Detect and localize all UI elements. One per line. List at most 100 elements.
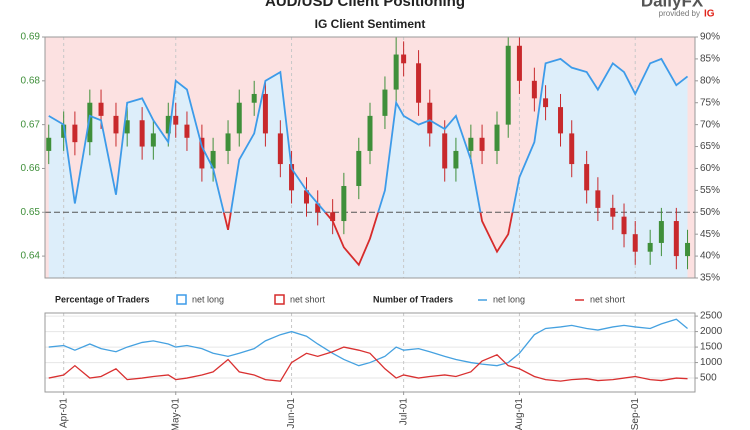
trader-line <box>48 346 688 382</box>
candle-body <box>621 216 627 235</box>
y2-tick-label: 75% <box>700 97 720 108</box>
candle-body <box>401 54 407 64</box>
subtitle: IG Client Sentiment <box>315 17 426 31</box>
legend-title: Percentage of Traders <box>55 294 150 304</box>
y-tick-label: 2000 <box>700 326 723 337</box>
y-tick-label: 0.68 <box>21 75 41 86</box>
y2-tick-label: 60% <box>700 163 720 174</box>
candle-body <box>330 212 336 222</box>
candle-body <box>494 124 500 151</box>
candle-body <box>165 115 171 134</box>
candle-body <box>584 164 590 191</box>
candle-body <box>531 80 537 99</box>
y-tick-label: 1000 <box>700 357 723 368</box>
y2-tick-label: 55% <box>700 185 720 196</box>
candle-body <box>367 115 373 151</box>
candle-body <box>289 164 295 191</box>
candle-body <box>303 190 309 204</box>
y-tick-label: 0.64 <box>21 251 41 262</box>
y2-tick-label: 80% <box>700 75 720 86</box>
candle-body <box>124 120 130 134</box>
candle-body <box>139 120 145 147</box>
candle-body <box>61 124 67 138</box>
candle-body <box>416 63 422 103</box>
candle-body <box>442 133 448 169</box>
candle-body <box>543 98 549 108</box>
title: AUD/USD Client Positioning <box>265 0 465 10</box>
candle-body <box>277 133 283 165</box>
candle-body <box>393 54 399 90</box>
candle-body <box>199 137 205 169</box>
y2-tick-label: 70% <box>700 119 720 130</box>
plot-frame <box>44 36 696 279</box>
candle-body <box>262 93 268 134</box>
y-tick-label: 0.69 <box>21 32 41 43</box>
y-tick-label: 0.67 <box>21 119 41 130</box>
legend-swatch <box>274 294 285 305</box>
x-tick-label: May-01 <box>170 398 181 430</box>
plot-frame <box>44 312 696 393</box>
candle-body <box>98 102 104 116</box>
candle-body <box>647 242 653 252</box>
y2-tick-label: 65% <box>700 141 720 152</box>
y2-tick-label: 90% <box>700 32 720 43</box>
sentiment-line <box>48 57 689 267</box>
candle-body <box>610 207 616 217</box>
y-tick-label: 0.66 <box>21 163 41 174</box>
logo-sub: provided by <box>659 9 700 18</box>
y2-tick-label: 50% <box>700 207 720 218</box>
legend-label: net long <box>192 294 224 304</box>
candle-body <box>468 137 474 151</box>
candle-body <box>382 89 388 116</box>
x-tick-label: Jun-01 <box>286 398 297 429</box>
candle-body <box>685 242 691 257</box>
candle-body <box>673 221 679 257</box>
candle-body <box>184 124 190 138</box>
candle-body <box>72 124 78 143</box>
y-tick-label: 0.65 <box>21 207 41 218</box>
x-tick-label: Jul-01 <box>398 398 409 426</box>
candle-body <box>595 190 601 208</box>
legend-swatch <box>176 294 187 305</box>
y-tick-label: 500 <box>700 373 717 384</box>
candle-body <box>87 102 93 143</box>
y-tick-label: 2500 <box>700 311 723 322</box>
candle-body <box>479 137 485 151</box>
candle-body <box>113 115 119 134</box>
long-zone <box>48 58 688 278</box>
x-tick-label: Apr-01 <box>58 398 69 428</box>
legend-title: Number of Traders <box>373 294 453 304</box>
candle-body <box>150 133 156 147</box>
candle-body <box>341 185 347 222</box>
candle-body <box>505 45 511 125</box>
candle-body <box>558 107 564 134</box>
candle-body <box>173 115 179 125</box>
candle-body <box>210 150 216 169</box>
candle-body <box>516 45 522 81</box>
y-tick-label: 1500 <box>700 342 723 353</box>
logo: DailyFX <box>641 0 704 10</box>
trader-line <box>48 318 688 367</box>
candle-body <box>658 221 664 243</box>
x-tick-label: Aug-01 <box>514 398 525 430</box>
x-tick-label: Sep-01 <box>630 398 641 430</box>
legend-label: net short <box>290 294 326 304</box>
candle-body <box>236 102 242 134</box>
candle-body <box>251 93 257 103</box>
candle-body <box>632 234 638 252</box>
candle-body <box>46 137 52 151</box>
y2-tick-label: 35% <box>700 273 720 284</box>
y2-tick-label: 45% <box>700 229 720 240</box>
candle-body <box>356 150 362 186</box>
y2-tick-label: 40% <box>700 251 720 262</box>
candle-body <box>315 203 321 213</box>
candle-body <box>427 102 433 134</box>
logo-brand: IG <box>704 9 715 20</box>
candle-body <box>225 133 231 151</box>
legend-label: net short <box>590 294 626 304</box>
legend-label: net long <box>493 294 525 304</box>
y2-tick-label: 85% <box>700 54 720 65</box>
candle-body <box>453 150 459 169</box>
candle-body <box>569 133 575 165</box>
